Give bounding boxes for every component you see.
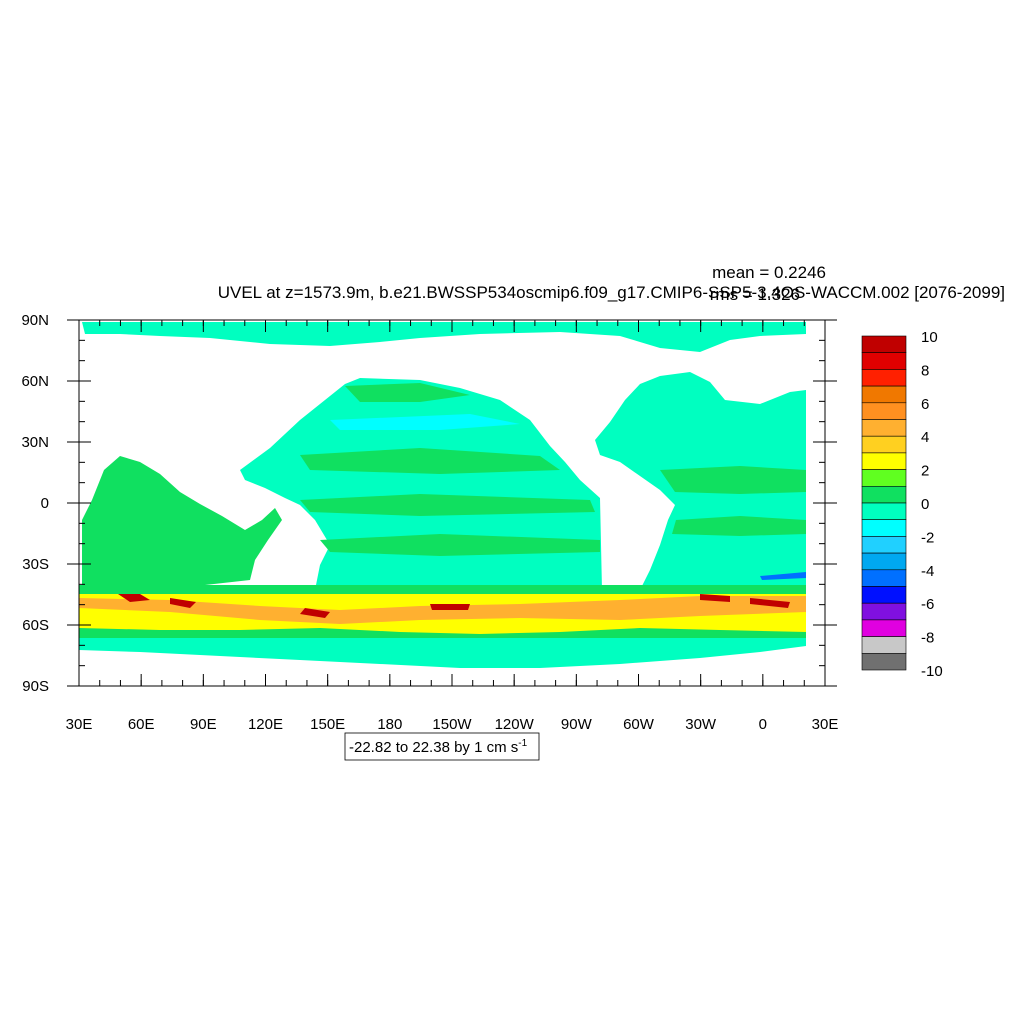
colorbar-label: 4 [921,429,929,446]
colorbar-label: 8 [921,362,929,379]
x-tick-label: 150E [310,716,345,733]
y-tick-label: 60N [21,373,49,390]
x-tick-label: 120E [248,716,283,733]
rms-label: rms = 1.326 [710,285,800,304]
colorbar-label: 10 [921,329,938,346]
colorbar-label: -10 [921,663,943,680]
colorbar-swatch [861,385,907,404]
plot-title: UVEL at z=1573.9m, b.e21.BWSSP534oscmip6… [218,283,1005,302]
colorbar-swatch [861,485,907,504]
colorbar [861,335,907,671]
colorbar-label: 6 [921,396,929,413]
ocean-arctic [82,322,806,352]
ocean-southern-cyan-rim [79,638,806,668]
colorbar-label: -2 [921,529,934,546]
colorbar-swatch [861,369,907,387]
x-tick-label: 150W [432,716,472,733]
colorbar-swatch [861,469,907,487]
acc-core-5 [700,594,730,602]
pacific-band-green-4 [320,534,600,556]
y-tick-label: 90N [21,312,49,329]
colorbar-swatch [861,402,907,420]
pacific-band-green-3 [300,494,595,516]
colorbar-swatch [861,419,907,437]
x-tick-label: 90E [190,716,217,733]
colorbar-swatch [861,435,907,454]
colorbar-swatch [861,552,907,571]
acc-core-6 [750,598,790,608]
axis-tick-labels: 30E 60E 90E 120E 150E 180 150W 120W 90W 60W 30W 0 30… [21,312,838,733]
pacific-band-green-2 [300,448,560,474]
y-tick-label: 0 [41,495,49,512]
contour-info-label: -22.82 to 22.38 by 1 cm s-1 [349,738,528,756]
acc-core-4 [430,604,470,610]
pacific-band-cyan-1 [330,414,520,430]
x-tick-label: 30E [812,716,839,733]
colorbar-swatch [861,636,907,654]
y-tick-label: 90S [22,678,49,695]
y-tick-label: 60S [22,617,49,634]
colorbar-swatch [861,586,907,604]
colorbar-label: -8 [921,630,934,647]
map-panel [79,320,825,686]
colorbar-swatch [861,652,907,671]
colorbar-swatch [861,619,907,637]
colorbar-swatch [861,452,907,470]
ocean-indian [82,456,282,590]
atlantic-blue-jet [760,572,806,580]
colorbar-label: -4 [921,563,934,580]
atlantic-band-green-2 [672,516,806,536]
colorbar-label: -6 [921,596,934,613]
y-tick-label: 30S [22,556,49,573]
acc-core-3 [300,608,330,618]
x-tick-label: 60W [623,716,655,733]
acc-core-1 [118,594,150,602]
x-tick-label: 30E [66,716,93,733]
atlantic-band-green [660,466,806,494]
colorbar-swatch [861,569,907,587]
colorbar-labels: 10 8 6 4 2 0 -2 -4 -6 -8 -10 [921,329,943,680]
contour-info-box [344,732,540,761]
x-tick-label: 120W [495,716,535,733]
colorbar-label: 0 [921,496,929,513]
colorbar-label: 2 [921,463,929,480]
acc-core-2 [170,598,196,608]
x-tick-label: 0 [759,716,767,733]
colorbar-swatch [861,335,907,354]
pacific-band-green-1 [345,383,470,402]
mean-label: mean = 0.2246 [712,263,826,282]
x-tick-label: 180 [377,716,402,733]
y-tick-label: 30N [21,434,49,451]
colorbar-swatch [861,519,907,537]
colorbar-swatch [861,352,907,370]
x-tick-label: 60E [128,716,155,733]
axis-ticks [67,319,837,687]
colorbar-swatch [861,536,907,554]
x-tick-label: 30W [685,716,717,733]
colorbar-swatch [861,602,907,621]
x-tick-label: 90W [561,716,593,733]
colorbar-swatch [861,502,907,521]
